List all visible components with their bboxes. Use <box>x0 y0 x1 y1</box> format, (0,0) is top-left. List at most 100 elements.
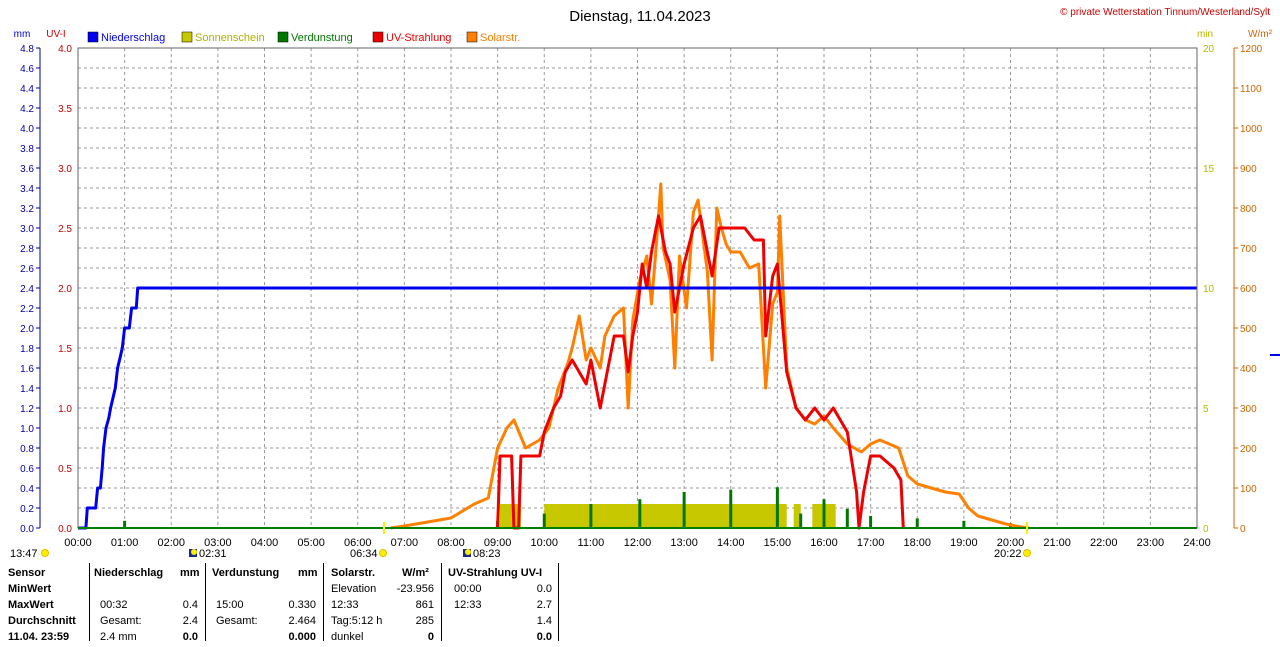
legend-swatch <box>181 31 193 43</box>
time-tick-label: 06:00 <box>344 537 372 549</box>
mm-tick-label: 1.0 <box>20 424 34 435</box>
sunrise-icon <box>379 549 387 557</box>
legend-swatch <box>277 31 289 43</box>
time-tick-label: 23:00 <box>1137 537 1165 549</box>
table-cell: 00:00 <box>454 583 482 595</box>
row-label: MinWert <box>8 583 52 595</box>
table-cell: Gesamt: <box>100 615 142 627</box>
row-label: Durchschnitt <box>8 615 76 627</box>
table-cell: 15:00 <box>216 599 244 611</box>
legend-swatch <box>87 31 99 43</box>
mm-tick-label: 0.2 <box>20 504 34 515</box>
moonset-time: 08:23 <box>473 548 501 560</box>
table-cell: -23.956 <box>396 583 434 595</box>
table-cell: 0.330 <box>288 599 316 611</box>
wm2-tick-label: 1000 <box>1240 124 1263 135</box>
table-separator <box>441 563 442 641</box>
min-axis-label: min <box>1197 29 1213 40</box>
moonrise-time: 02:31 <box>199 548 227 560</box>
moonrise-icon-glow <box>191 549 197 555</box>
mm-tick-label: 3.4 <box>20 184 34 195</box>
time-tick-label: 10:00 <box>530 537 558 549</box>
time-tick-label: 15:00 <box>764 537 792 549</box>
uv-tick-label: 2.5 <box>58 224 72 235</box>
copyright-text: © private Wetterstation Tinnum/Westerlan… <box>1060 7 1270 18</box>
time-tick-label: 02:00 <box>157 537 185 549</box>
uv-tick-label: 3.0 <box>58 164 72 175</box>
table-cell: 1.4 <box>536 615 552 627</box>
chart-axes <box>36 47 1280 529</box>
time-tick-label: 09:00 <box>484 537 512 549</box>
wm2-tick-label: 300 <box>1240 404 1257 415</box>
chart-title: Dienstag, 11.04.2023 <box>569 8 711 25</box>
time-tick-label: 00:00 <box>64 537 92 549</box>
table-cell: 861 <box>415 599 434 611</box>
table-cell: 0.0 <box>182 631 198 643</box>
sunrise-time: 06:34 <box>350 548 378 560</box>
mm-tick-label: 4.2 <box>20 104 34 115</box>
table-cell: 00:32 <box>100 599 128 611</box>
table-cell: dunkel <box>331 631 364 643</box>
wm2-tick-label: 1100 <box>1240 84 1262 95</box>
legend-label: UV-Strahlung <box>386 32 451 44</box>
mm-tick-label: 4.6 <box>20 64 34 75</box>
series-line-solarstr <box>390 182 1030 530</box>
mm-tick-label: 0.4 <box>20 484 34 495</box>
evaporation-spikes <box>123 487 1012 528</box>
header-solar-unit: W/m² <box>402 567 429 579</box>
header-evap: Verdunstung <box>212 567 280 579</box>
mm-tick-label: 3.0 <box>20 224 34 235</box>
mm-tick-label: 2.2 <box>20 304 34 315</box>
wm2-tick-label: 700 <box>1240 244 1257 255</box>
series-line-niederschlag <box>78 286 1197 530</box>
tick-labels: 0.0 0.2 0.4 0.6 0.8 1.0 1.2 1.4 1.6 1.8 2.0 2.2 2.4 2… <box>20 44 1263 549</box>
header-rain-unit: mm <box>180 567 200 579</box>
stats-table: Sensor Niederschlag mm Verdunstung mm So… <box>0 563 560 643</box>
table-separator <box>89 563 90 641</box>
mm-tick-label: 2.6 <box>20 264 34 275</box>
table-cell: 2.4 mm <box>100 631 137 643</box>
mm-tick-label: 3.2 <box>20 204 34 215</box>
series-lines <box>78 182 1197 530</box>
sunshine-bar <box>793 504 801 528</box>
header-evap-unit: mm <box>298 567 318 579</box>
uv-tick-label: 4.0 <box>58 44 72 55</box>
legend-swatch <box>466 31 478 43</box>
moonset-icon-glow <box>465 549 471 555</box>
time-tick-label: 03:00 <box>204 537 232 549</box>
row-label: MaxWert <box>8 599 54 611</box>
mm-tick-label: 4.4 <box>20 84 34 95</box>
table-cell: Tag:5:12 h <box>331 615 383 627</box>
time-tick-label: 11:00 <box>578 537 605 549</box>
table-cell: 0 <box>427 631 434 643</box>
legend-label: Niederschlag <box>101 32 165 44</box>
table-cell: 12:33 <box>331 599 359 611</box>
table-cell: Gesamt: <box>216 615 258 627</box>
series-line-uvstrahlung <box>496 214 905 530</box>
table-cell: 0.4 <box>182 599 198 611</box>
mm-tick-label: 4.8 <box>20 44 34 55</box>
astro-markers: 13:47 02:31 06:34 08:23 20:22 <box>10 522 1031 560</box>
time-tick-label: 07:00 <box>391 537 419 549</box>
min-tick-label: 0 <box>1203 524 1209 535</box>
wm2-tick-label: 600 <box>1240 284 1257 295</box>
legend-label: Sonnenschein <box>195 32 265 44</box>
time-tick-label: 01:00 <box>111 537 139 549</box>
table-row: MinWert Elevation -23.956 00:00 0.0 <box>0 583 560 599</box>
current-time-sun-icon <box>41 549 49 557</box>
mm-tick-label: 2.0 <box>20 324 34 335</box>
legend-label: Verdunstung <box>291 32 353 44</box>
wm2-tick-label: 0 <box>1240 524 1246 535</box>
time-tick-label: 21:00 <box>1043 537 1071 549</box>
time-tick-label: 13:00 <box>670 537 698 549</box>
header-rain: Niederschlag <box>94 567 164 579</box>
time-tick-label: 05:00 <box>297 537 325 549</box>
table-row: MaxWert 00:32 0.4 15:00 0.330 12:33 861 12:33 2.… <box>0 599 560 615</box>
mm-tick-label: 1.6 <box>20 364 34 375</box>
time-tick-label: 22:00 <box>1090 537 1118 549</box>
time-tick-label: 20:00 <box>997 537 1025 549</box>
time-tick-label: 19:00 <box>950 537 978 549</box>
table-header-row: Sensor Niederschlag mm Verdunstung mm So… <box>0 567 560 583</box>
wm2-tick-label: 400 <box>1240 364 1257 375</box>
wm2-tick-label: 800 <box>1240 204 1257 215</box>
